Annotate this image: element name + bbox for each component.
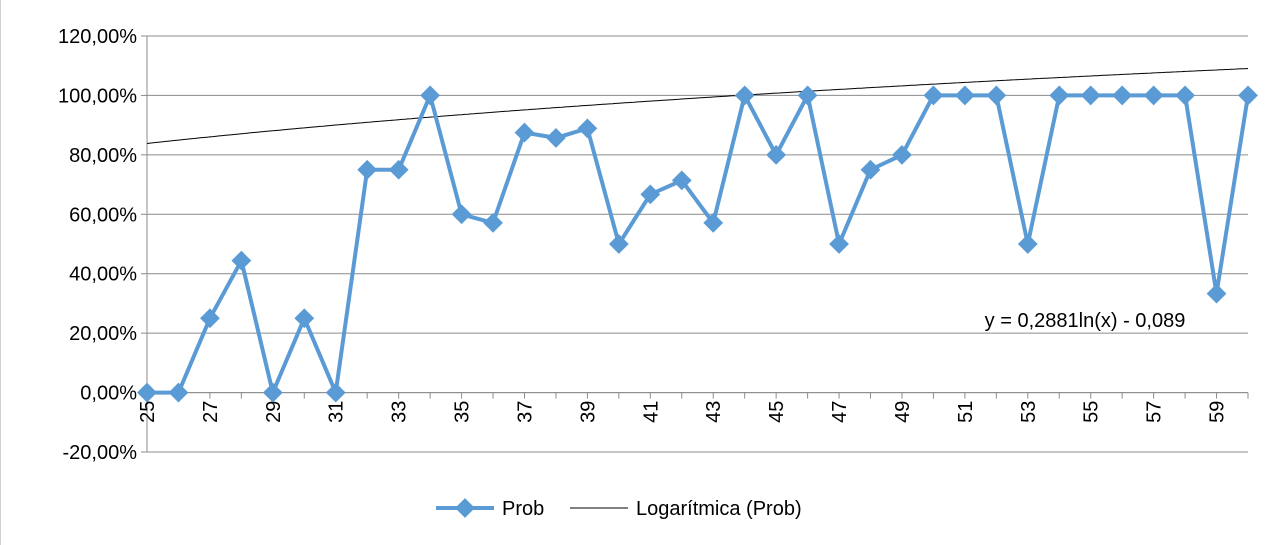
data-point-prob [1175,85,1195,106]
data-point-prob [231,250,252,271]
x-tick-label: 49 [892,401,914,423]
y-tick-labels: 120,00% 100,00% 80,00% 60,00% 40,00% 20,00% 0,… [58,26,137,464]
x-tick-label: 33 [389,401,411,423]
data-point-prob [797,85,818,106]
data-point-prob [892,144,912,165]
series-markers-prob [137,85,1258,403]
data-point-prob [986,85,1007,106]
data-point-prob [325,382,346,403]
data-point-prob [640,184,661,205]
x-tick-label: 29 [263,401,285,423]
data-point-prob [734,85,755,106]
data-point-prob [1017,234,1038,254]
x-tick-label: 59 [1207,401,1229,423]
x-tick-label: 35 [452,401,474,423]
trendline-logarithmic [146,68,1249,144]
x-tick-label: 39 [577,401,599,423]
data-point-prob [923,85,944,106]
x-tick-label: 47 [829,401,851,423]
data-point-prob [577,118,598,139]
data-point-prob [546,128,566,148]
x-tick-labels: 25 27 29 31 33 35 37 39 41 43 45 47 49 51 53 55 57 59 [137,401,1229,423]
data-point-prob [262,382,283,403]
y-tick-label: 80,00% [69,145,137,167]
legend: Prob Logarítmica (Prob) [436,498,802,520]
data-point-prob [357,159,378,180]
data-point-prob [137,382,157,403]
y-tick-label: 40,00% [69,264,137,286]
data-point-prob [1049,85,1070,106]
x-tick-label: 43 [703,401,725,423]
data-point-prob [420,85,441,106]
y-tick-label: 20,00% [69,323,137,345]
x-tick-label: 53 [1018,401,1040,423]
data-point-prob [954,85,975,106]
x-tick-label: 45 [766,401,788,423]
data-point-prob [1143,85,1164,106]
x-tick-label: 37 [514,401,536,423]
data-point-prob [829,234,849,254]
data-point-prob [388,159,409,180]
x-tick-label: 25 [137,401,159,423]
trendline-equation-label: y = 0,2881ln(x) - 0,089 [985,310,1186,332]
data-point-prob [514,122,535,143]
data-point-prob [294,308,315,329]
data-point-prob [451,204,472,225]
legend-label-trendline: Logarítmica (Prob) [636,498,802,520]
y-tick-label: 100,00% [58,85,137,107]
x-tick-label: 31 [326,401,348,423]
data-point-prob [860,159,881,180]
x-tick-label: 57 [1144,401,1166,423]
data-point-prob [1080,85,1101,106]
y-tick-label: 120,00% [58,26,137,48]
y-tick-label: 60,00% [69,204,137,226]
data-point-prob [200,308,220,329]
data-point-prob [1112,85,1133,106]
data-point-prob [168,382,189,403]
data-point-prob [608,234,629,254]
y-tick-label: 0,00% [80,383,137,405]
series-line-prob [147,93,1250,395]
x-tick-label: 27 [200,401,222,423]
x-tick-label: 51 [955,401,977,423]
data-point-prob [1238,85,1258,106]
legend-label-prob: Prob [502,498,544,520]
y-tick-label: -20,00% [63,442,138,464]
x-tick-label: 55 [1081,401,1103,423]
data-point-prob [483,213,503,233]
data-point-prob [1206,283,1227,304]
legend-marker-prob [455,498,475,518]
x-tick-label: 41 [640,401,662,423]
data-point-prob [766,144,787,165]
